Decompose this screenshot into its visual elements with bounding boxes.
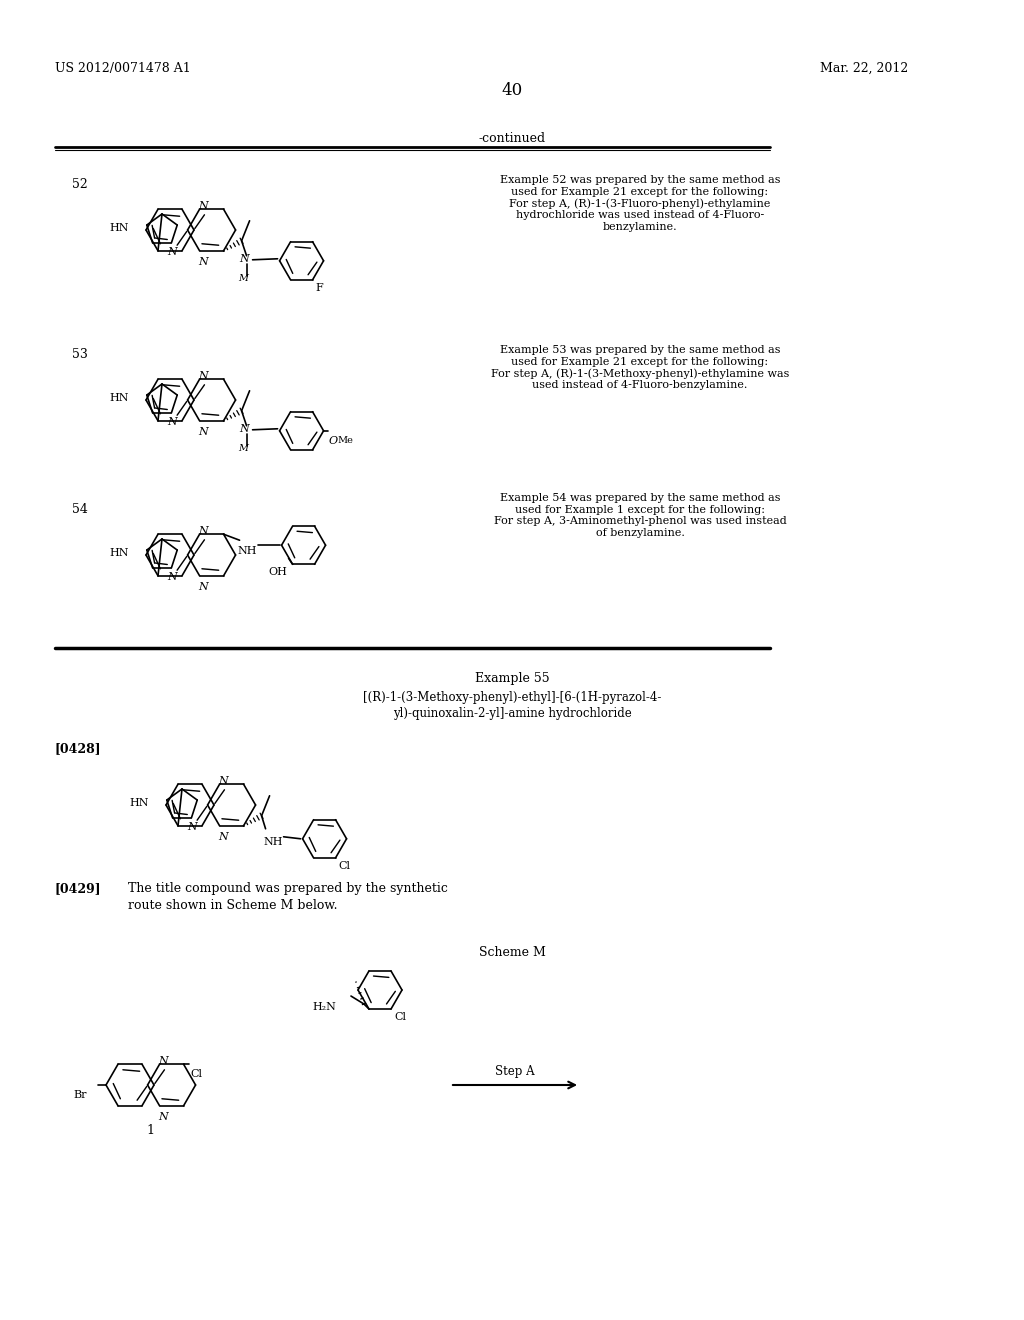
Text: 40: 40 — [502, 82, 522, 99]
Text: Cl: Cl — [339, 861, 350, 871]
Text: H₂N: H₂N — [312, 1002, 336, 1012]
Text: Mar. 22, 2012: Mar. 22, 2012 — [820, 62, 908, 75]
Text: NH: NH — [238, 546, 257, 556]
Text: 53: 53 — [72, 348, 88, 360]
Text: N: N — [199, 527, 209, 536]
Text: N: N — [199, 371, 209, 381]
Text: N: N — [168, 572, 177, 582]
Text: Cl: Cl — [190, 1069, 203, 1080]
Text: -continued: -continued — [478, 132, 546, 145]
Text: M: M — [239, 273, 249, 282]
Text: HN: HN — [110, 548, 129, 558]
Text: 54: 54 — [72, 503, 88, 516]
Text: Br: Br — [74, 1090, 87, 1100]
Text: US 2012/0071478 A1: US 2012/0071478 A1 — [55, 62, 190, 75]
Text: N: N — [240, 424, 250, 434]
Text: M: M — [239, 444, 249, 453]
Text: N: N — [168, 417, 177, 426]
Text: HN: HN — [110, 393, 129, 403]
Text: HN: HN — [129, 799, 148, 808]
Text: N: N — [199, 426, 209, 437]
Text: Step A: Step A — [496, 1065, 535, 1078]
Text: OH: OH — [268, 568, 288, 577]
Text: 1: 1 — [146, 1125, 155, 1137]
Text: Cl: Cl — [394, 1012, 406, 1022]
Text: Example 52 was prepared by the same method as
used for Example 21 except for the: Example 52 was prepared by the same meth… — [500, 176, 780, 232]
Text: 52: 52 — [72, 178, 88, 191]
Text: NH: NH — [263, 837, 283, 847]
Text: Me: Me — [338, 436, 353, 445]
Text: N: N — [199, 257, 209, 267]
Text: [(R)-1-(3-Methoxy-phenyl)-ethyl]-[6-(1H-pyrazol-4-: [(R)-1-(3-Methoxy-phenyl)-ethyl]-[6-(1H-… — [362, 690, 662, 704]
Text: N: N — [187, 822, 198, 832]
Text: N: N — [219, 776, 228, 787]
Text: O: O — [329, 436, 338, 446]
Text: N: N — [199, 201, 209, 211]
Text: N: N — [199, 582, 209, 591]
Text: The title compound was prepared by the synthetic: The title compound was prepared by the s… — [128, 882, 447, 895]
Text: Example 55: Example 55 — [475, 672, 549, 685]
Text: [0429]: [0429] — [55, 882, 101, 895]
Text: Example 53 was prepared by the same method as
used for Example 21 except for the: Example 53 was prepared by the same meth… — [490, 345, 790, 391]
Text: N: N — [168, 247, 177, 257]
Text: N: N — [159, 1056, 168, 1067]
Text: Example 54 was prepared by the same method as
used for Example 1 except for the : Example 54 was prepared by the same meth… — [494, 492, 786, 537]
Text: yl)-quinoxalin-2-yl]-amine hydrochloride: yl)-quinoxalin-2-yl]-amine hydrochloride — [392, 708, 632, 719]
Text: [0428]: [0428] — [55, 742, 101, 755]
Text: route shown in Scheme M below.: route shown in Scheme M below. — [128, 899, 338, 912]
Text: Scheme M: Scheme M — [478, 946, 546, 960]
Text: HN: HN — [110, 223, 129, 234]
Text: N: N — [159, 1111, 168, 1122]
Text: F: F — [315, 282, 324, 293]
Text: N: N — [219, 832, 228, 842]
Text: N: N — [240, 253, 250, 264]
